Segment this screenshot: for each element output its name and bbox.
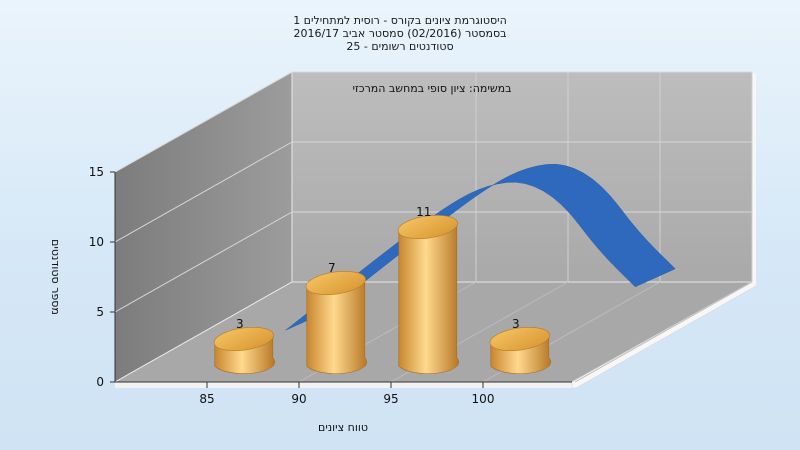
x-axis-ticks: 85 90 95 100 (199, 382, 494, 406)
bar-body-2 (398, 222, 459, 375)
bar-top-2 (397, 215, 458, 239)
chart-annotation: במשימה: ציון סופי במחשב המרכזי (352, 82, 511, 95)
y-tick-label-3: 15 (89, 165, 104, 179)
bar-top-3 (489, 327, 550, 351)
gridline-side-0 (114, 211, 293, 313)
bar-data-label-0: 3 (236, 317, 244, 331)
gridline-side-2 (114, 71, 293, 173)
bar-data-label-1: 7 (328, 261, 336, 275)
y-axis-ticks: 0 5 10 15 (89, 165, 115, 389)
x-axis-label: טווח ציונים (318, 421, 368, 434)
chart-title-line-1: היסטוגרמת ציונים בקורס - רוסית למתחילים … (293, 14, 507, 27)
bar-top-0 (213, 327, 274, 351)
bar-data-label-3: 3 (512, 317, 520, 331)
gridlines (114, 71, 753, 383)
x-tick-label-0: 85 (199, 392, 214, 406)
bar-body-1 (306, 278, 367, 375)
bar-3 (489, 327, 551, 375)
bar-1 (305, 271, 367, 375)
y-tick-label-1: 5 (96, 305, 104, 319)
bar-2 (397, 215, 459, 375)
chart-title-line-2: בסמסטר (02/2016) סמסטר אביב 2016/17 (293, 27, 506, 40)
y-axis-label: מספר סטודנטים (49, 239, 62, 315)
x-tick-label-2: 95 (383, 392, 398, 406)
x-tick-label-3: 100 (472, 392, 495, 406)
bar-0 (213, 327, 275, 375)
y-tick-label-2: 10 (89, 235, 104, 249)
bar-top-1 (305, 271, 366, 295)
bars-layer: 3 7 11 3 (213, 205, 551, 375)
gridline-side-1 (114, 141, 293, 243)
plot-frame-bottom (115, 382, 572, 388)
x-tick-label-1: 90 (291, 392, 306, 406)
chart-title-line-3: סטודנטים רשומים - 25 (346, 40, 453, 53)
y-tick-label-0: 0 (96, 375, 104, 389)
plot-frame-top-right (752, 72, 756, 286)
gridline-floor-3 (574, 281, 753, 383)
bar-data-label-2: 11 (416, 205, 431, 219)
